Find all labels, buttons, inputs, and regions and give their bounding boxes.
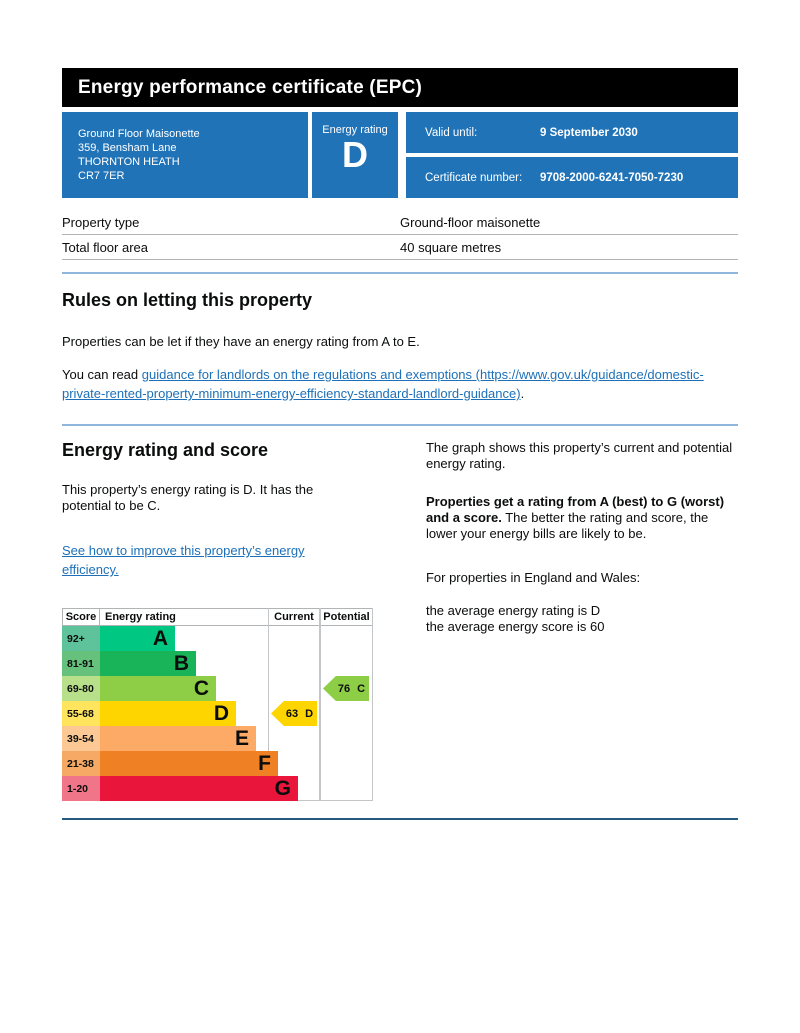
certificate-number-row: Certificate number: 9708-2000-6241-7050-…: [406, 157, 738, 198]
address-line-1: Ground Floor Maisonette: [78, 128, 200, 140]
valid-until-value: 9 September 2030: [540, 126, 638, 139]
potential-rating-pointer-letter: C: [357, 682, 366, 695]
energy-rating-letter: D: [342, 134, 368, 175]
average-score-line: the average energy score is 60: [425, 619, 605, 634]
band-score-range: 39-54: [62, 726, 100, 751]
property-address: Ground Floor Maisonette 359, Bensham Lan…: [62, 112, 308, 198]
band-score-range: 21-38: [62, 751, 100, 776]
band-score-range: 55-68: [62, 701, 100, 726]
energy-rating-section: Energy rating and score This property’s …: [62, 440, 738, 801]
valid-until-label: Valid until:: [425, 126, 478, 139]
address-line-2: 359, Bensham Lane: [78, 142, 177, 154]
band-row-b: 81-91 B: [62, 651, 298, 676]
band-row-g: 1-20 G: [62, 776, 298, 801]
bottom-divider: [62, 818, 738, 820]
guidance-prefix: You can read: [62, 367, 142, 382]
rating-explanation-bold: Properties get a rating from A (best) to…: [425, 494, 725, 525]
potential-column: Potential: [320, 608, 373, 801]
property-type-value: Ground-floor maisonette: [400, 215, 541, 230]
title-bar: Energy performance certificate (EPC): [62, 68, 738, 107]
document-content: Energy performance certificate (EPC) Gro…: [62, 68, 738, 820]
certificate-number-label: Certificate number:: [425, 171, 523, 184]
table-row: Property type Ground-floor maisonette: [62, 210, 738, 235]
valid-until-row: Valid until: 9 September 2030: [406, 112, 738, 153]
band-row-d: 55-68 D: [62, 701, 298, 726]
guidance-paragraph: You can read guidance for landlords on t…: [62, 365, 722, 403]
rules-section: Rules on letting this property Propertie…: [62, 290, 738, 403]
england-wales-intro: For properties in England and Wales:: [425, 570, 641, 585]
epc-bands: 92+ A 81-91 B 69-80 C 55-68 D 39-54 E 21-38 F 1-20 G: [62, 626, 298, 801]
table-row: Total floor area 40 square metres: [62, 235, 738, 260]
address-line-3: THORNTON HEATH: [78, 156, 180, 168]
property-type-label: Property type: [62, 215, 140, 230]
band-score-range: 69-80: [62, 676, 100, 701]
certificate-meta: Valid until: 9 September 2030 Certificat…: [406, 112, 738, 198]
current-rating-pointer-letter: D: [305, 707, 314, 720]
rating-explanation-rest: The better the rating and score, the low…: [425, 510, 709, 541]
graph-description: The graph shows this property’s current …: [425, 440, 733, 471]
improve-efficiency-link[interactable]: See how to improve this property’s energ…: [62, 543, 305, 577]
property-facts-table: Property type Ground-floor maisonette To…: [62, 210, 738, 260]
chart-header-row: Score Energy rating: [62, 608, 320, 626]
landlord-guidance-link[interactable]: guidance for landlords on the regulation…: [62, 367, 704, 401]
certificate-number-value: 9708-2000-6241-7050-7230: [540, 171, 684, 184]
band-bar-d: D: [100, 701, 236, 726]
energy-rating-box: Energy rating D: [312, 112, 398, 198]
floor-area-value: 40 square metres: [400, 240, 502, 255]
potential-column-header: Potential: [321, 608, 372, 626]
band-row-f: 21-38 F: [62, 751, 298, 776]
current-rating-pointer-score: 63: [285, 707, 299, 720]
address-line-4: CR7 7ER: [78, 170, 125, 182]
rating-column-header: Energy rating: [105, 611, 176, 623]
average-rating-line: the average energy rating is D: [425, 603, 601, 618]
rating-heading: Energy rating and score: [62, 440, 269, 460]
band-score-range: 92+: [62, 626, 100, 651]
guidance-suffix: .: [520, 386, 525, 401]
energy-rating-label: Energy rating: [322, 124, 388, 136]
band-bar-a: A: [100, 626, 175, 651]
page-title: Energy performance certificate (EPC): [78, 76, 423, 98]
rating-right-column: The graph shows this property’s current …: [426, 440, 738, 801]
potential-rating-pointer-score: 76: [337, 682, 351, 695]
current-column-header: Current: [269, 608, 319, 626]
rules-heading: Rules on letting this property: [62, 290, 313, 310]
band-row-c: 69-80 C: [62, 676, 298, 701]
band-row-a: 92+ A: [62, 626, 298, 651]
rules-paragraph: Properties can be let if they have an en…: [62, 334, 420, 349]
band-bar-e: E: [100, 726, 256, 751]
band-score-range: 81-91: [62, 651, 100, 676]
band-bar-f: F: [100, 751, 278, 776]
epc-rating-chart: Score Energy rating Current Potential 92…: [62, 608, 373, 801]
section-divider: [62, 272, 738, 274]
average-rating-lines: the average energy rating is D the avera…: [426, 603, 738, 635]
rating-explanation: Properties get a rating from A (best) to…: [426, 494, 738, 542]
band-bar-b: B: [100, 651, 196, 676]
floor-area-label: Total floor area: [62, 240, 148, 255]
band-bar-g: G: [100, 776, 298, 801]
summary-panel: Ground Floor Maisonette 359, Bensham Lan…: [62, 112, 738, 198]
band-row-e: 39-54 E: [62, 726, 298, 751]
rating-left-column: Energy rating and score This property’s …: [62, 440, 391, 801]
section-divider: [62, 424, 738, 426]
score-column-header: Score: [62, 609, 100, 625]
rating-summary-paragraph: This property’s energy rating is D. It h…: [62, 482, 314, 513]
band-score-range: 1-20: [62, 776, 100, 801]
band-bar-c: C: [100, 676, 216, 701]
